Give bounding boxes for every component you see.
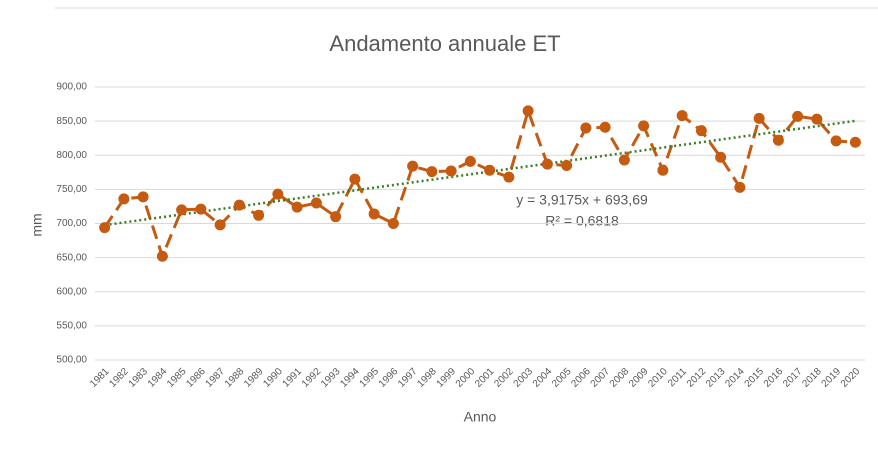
x-tick-label: 1992 — [300, 366, 324, 390]
x-tick-label: 2008 — [608, 366, 632, 390]
y-tick-label: 900,00 — [56, 82, 87, 93]
x-tick-label: 2010 — [646, 366, 670, 390]
x-tick-label: 1996 — [377, 366, 401, 390]
x-tick-label: 2009 — [627, 366, 651, 390]
x-tick-label: 2001 — [473, 366, 497, 390]
marker — [772, 134, 784, 146]
x-tick-label: 2018 — [800, 366, 824, 390]
x-tick-label: 2011 — [666, 366, 689, 389]
marker — [310, 197, 322, 209]
x-tick-label: 2003 — [512, 366, 536, 390]
marker — [715, 151, 727, 163]
marker — [253, 209, 265, 221]
x-tick-label: 2017 — [781, 366, 805, 390]
x-tick-label: 1982 — [107, 366, 131, 390]
marker — [291, 201, 303, 213]
marker — [195, 203, 207, 215]
marker — [503, 171, 515, 183]
marker — [830, 135, 842, 147]
x-tick-label: 2014 — [723, 366, 747, 390]
x-tick-label: 2012 — [685, 366, 709, 390]
y-tick-label: 650,00 — [56, 252, 87, 263]
x-tick-label: 1999 — [435, 366, 459, 390]
marker — [445, 165, 457, 177]
marker — [618, 154, 630, 166]
x-tick-label: 2015 — [743, 366, 767, 390]
marker — [580, 122, 592, 134]
marker — [695, 125, 707, 137]
marker — [561, 159, 573, 171]
marker — [522, 105, 534, 117]
y-tick-label: 850,00 — [56, 116, 87, 127]
marker — [349, 173, 361, 185]
y-tick-label: 800,00 — [56, 150, 87, 161]
x-tick-label: 1986 — [184, 366, 208, 390]
x-tick-label: 2019 — [820, 366, 844, 390]
trendline — [104, 119, 856, 227]
x-tick-label: 2016 — [762, 366, 786, 390]
x-tick-label: 1995 — [358, 366, 382, 390]
x-tick-label: 2002 — [492, 366, 516, 390]
marker — [272, 188, 284, 200]
y-axis-label: mm — [29, 213, 45, 236]
marker — [541, 158, 553, 170]
x-tick-label: 1997 — [396, 366, 420, 390]
trend-equation: y = 3,9175x + 693,69 — [516, 192, 648, 208]
marker — [99, 222, 111, 234]
y-tick-label: 600,00 — [56, 286, 87, 297]
marker — [387, 218, 399, 229]
x-tick-label: 2004 — [531, 366, 555, 390]
marker — [676, 110, 688, 122]
x-tick-label: 2006 — [569, 366, 593, 390]
marker — [464, 155, 476, 167]
marker — [734, 181, 746, 193]
x-tick-label: 2007 — [589, 366, 613, 390]
marker — [792, 110, 804, 122]
y-tick-label: 500,00 — [56, 355, 87, 366]
marker — [156, 250, 168, 262]
trend-r2: R² = 0,6818 — [545, 213, 619, 229]
marker — [811, 113, 823, 125]
marker — [849, 136, 861, 148]
marker — [407, 160, 419, 172]
y-tick-label: 550,00 — [56, 321, 87, 332]
marker — [484, 164, 496, 176]
x-tick-label: 1985 — [165, 366, 189, 390]
marker — [233, 199, 245, 211]
data-line — [103, 106, 856, 261]
x-tick-label: 2013 — [704, 366, 728, 390]
x-tick-label: 1981 — [88, 366, 112, 390]
marker — [599, 121, 611, 133]
y-tick-label: 700,00 — [56, 218, 87, 229]
marker — [368, 208, 380, 220]
x-tick-label: 1990 — [261, 366, 285, 390]
marker — [118, 193, 130, 205]
marker — [176, 204, 188, 216]
marker — [657, 164, 669, 176]
marker — [137, 191, 149, 203]
x-tick-label: 1983 — [127, 366, 151, 390]
marker — [638, 120, 650, 132]
x-tick-label: 1993 — [319, 366, 343, 390]
x-tick-label: 2020 — [839, 366, 863, 390]
x-tick-label: 1988 — [223, 366, 247, 390]
x-tick-label: 1989 — [242, 366, 266, 390]
y-tick-label: 750,00 — [56, 184, 87, 195]
marker — [426, 166, 438, 178]
x-tick-label: 1984 — [146, 366, 170, 390]
chart-title: Andamento annuale ET — [329, 31, 560, 56]
marker — [753, 112, 765, 124]
x-tick-label: 2005 — [550, 366, 574, 390]
x-tick-label: 1991 — [281, 366, 305, 390]
marker — [214, 219, 226, 231]
x-axis-label: Anno — [464, 409, 497, 425]
x-tick-label: 2000 — [454, 366, 478, 390]
x-tick-label: 1994 — [338, 366, 362, 390]
x-tick-label: 1998 — [415, 366, 439, 390]
x-tick-label: 1987 — [204, 366, 228, 390]
marker — [330, 211, 342, 223]
